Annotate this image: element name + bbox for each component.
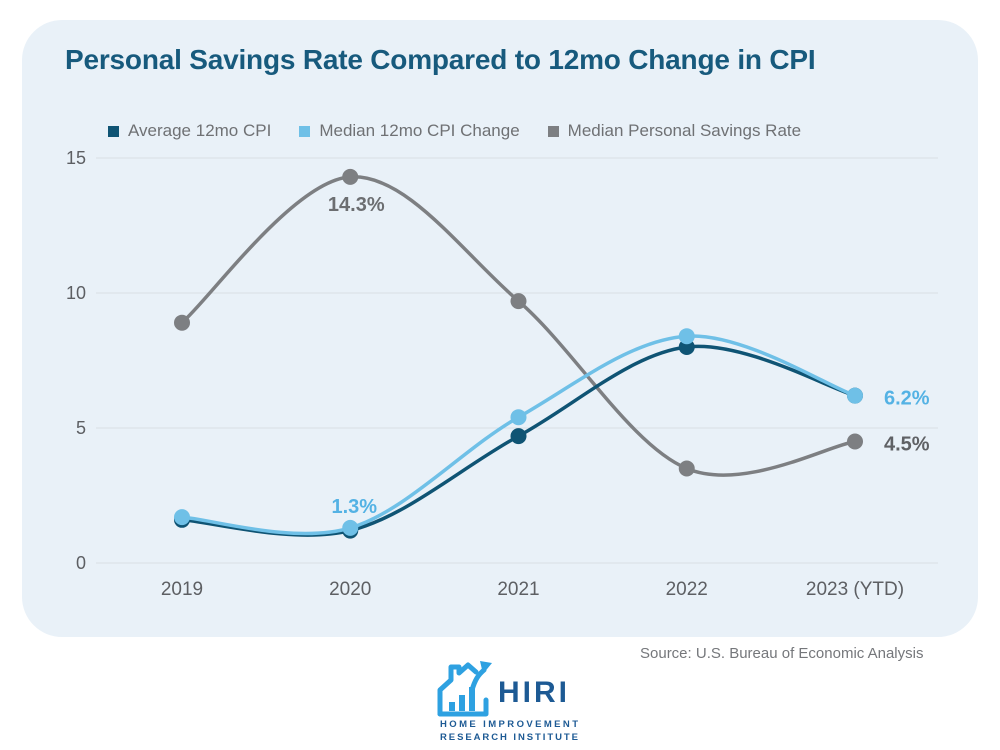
- svg-text:4.5%: 4.5%: [884, 434, 930, 456]
- svg-text:2021: 2021: [497, 579, 539, 600]
- chart: 0 5 10 15 2019 2020 2021 2022 2023 (YTD) 14.3% 1.3…: [66, 148, 938, 600]
- house-chart-arrow-icon: [437, 661, 492, 717]
- svg-text:2022: 2022: [666, 579, 708, 600]
- chart-legend: Average 12mo CPI Median 12mo CPI Change …: [108, 121, 801, 141]
- logo-subline-2: RESEARCH INSTITUTE: [440, 732, 580, 742]
- svg-text:0: 0: [76, 553, 86, 573]
- logo-subline-1: HOME IMPROVEMENT: [440, 719, 580, 730]
- legend-item-average-cpi: Average 12mo CPI: [108, 121, 271, 141]
- legend-marker-savings-rate-icon: [547, 125, 559, 137]
- hiri-logo: HIRI HOME IMPROVEMENT RESEARCH INSTITUTE: [437, 661, 580, 742]
- svg-text:2020: 2020: [329, 579, 371, 600]
- svg-text:1.3%: 1.3%: [331, 496, 377, 518]
- legend-item-median-cpi: Median 12mo CPI Change: [299, 121, 520, 141]
- chart-card: Personal Savings Rate Compared to 12mo C…: [22, 20, 978, 637]
- svg-text:2023 (YTD): 2023 (YTD): [806, 579, 904, 600]
- svg-text:15: 15: [66, 148, 86, 168]
- legend-label: Average 12mo CPI: [128, 121, 272, 140]
- source-attribution: Source: U.S. Bureau of Economic Analysis: [640, 645, 924, 662]
- legend-item-savings-rate: Median Personal Savings Rate: [547, 121, 802, 141]
- legend-marker-average-cpi-icon: [108, 125, 119, 137]
- svg-text:5: 5: [76, 418, 86, 438]
- legend-label: Median 12mo CPI Change: [319, 121, 520, 140]
- page-title: Personal Savings Rate Compared to 12mo C…: [65, 44, 816, 75]
- svg-text:6.2%: 6.2%: [884, 388, 930, 410]
- legend-marker-median-cpi-icon: [299, 125, 311, 137]
- svg-text:14.3%: 14.3%: [328, 194, 385, 216]
- svg-text:10: 10: [66, 283, 86, 303]
- legend-label: Median Personal Savings Rate: [567, 121, 802, 140]
- logo-wordmark: HIRI: [498, 676, 570, 709]
- svg-text:2019: 2019: [161, 579, 203, 600]
